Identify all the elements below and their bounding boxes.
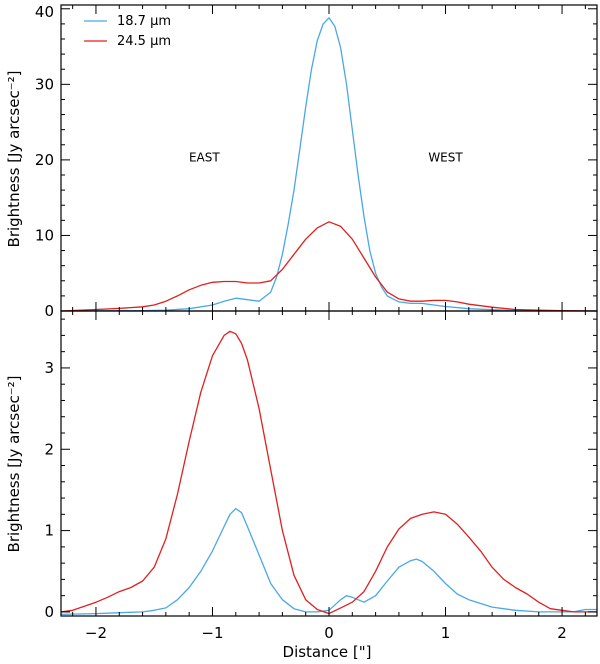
top-ytick-label: 30 [35, 75, 54, 93]
xtick-label: 0 [324, 624, 334, 642]
annotation-west: WEST [428, 150, 463, 164]
top-series-line-24-5um [60, 221, 598, 312]
bottom-series-line-24-5um [60, 330, 597, 615]
bottom-panel: 0 1 2 3 −2 −1 0 1 2 Brightness [Jy arcsec⁻²] Di… [5, 310, 598, 661]
bottom-ytick-label: 0 [44, 603, 54, 621]
legend-label-24-5um: 24.5 μm [117, 34, 171, 49]
bottom-ticks-group [61, 311, 597, 616]
bottom-ytick-label: 3 [44, 359, 54, 377]
bottom-y-axis-label: Brightness [Jy arcsec⁻²] [5, 376, 23, 553]
top-y-axis-label: Brightness [Jy arcsec⁻²] [5, 71, 23, 248]
xtick-label: 2 [557, 624, 567, 642]
top-ytick-label: 40 [35, 3, 54, 21]
xtick-label: −2 [85, 624, 107, 642]
bottom-ytick-labels: 0 1 2 3 [44, 359, 54, 621]
top-ytick-label: 20 [35, 151, 54, 169]
annotation-east: EAST [189, 150, 220, 164]
x-axis-label: Distance ["] [283, 643, 372, 661]
legend-label-18-7um: 18.7 μm [117, 14, 171, 29]
top-series-group [60, 17, 598, 312]
top-ticks-group [61, 5, 597, 312]
xtick-label: −1 [201, 624, 223, 642]
legend: 18.7 μm 24.5 μm [84, 14, 171, 49]
xtick-label: 1 [441, 624, 451, 642]
bottom-ytick-label: 1 [44, 522, 54, 540]
bottom-xtick-labels: −2 −1 0 1 2 [85, 624, 567, 642]
bottom-ytick-label: 2 [44, 440, 54, 458]
bottom-plot-frame [60, 310, 598, 617]
top-series-line-18-7um [60, 17, 598, 312]
top-ytick-label: 0 [44, 302, 54, 320]
top-ytick-label: 10 [35, 226, 54, 244]
top-ytick-labels: 0 10 20 30 40 [35, 3, 54, 320]
